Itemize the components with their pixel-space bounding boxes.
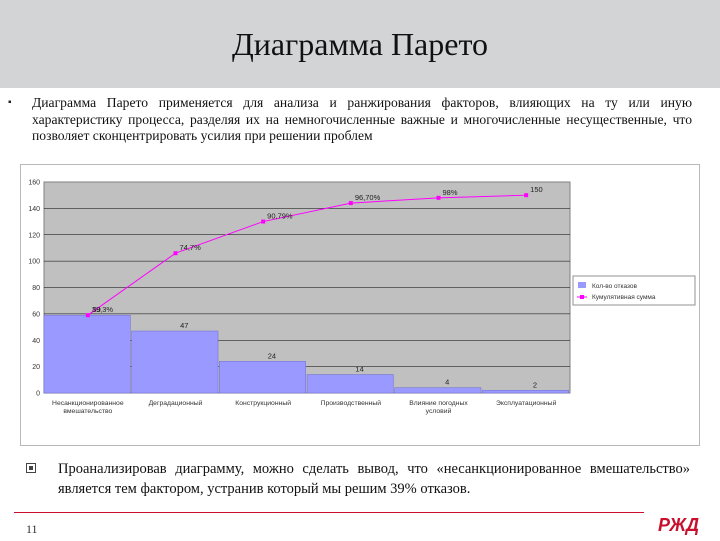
cumulative-series: 39,3% 74,7% 90,79% 96,70% 98% 150 bbox=[85, 185, 543, 318]
cumulative-label: 96,70% bbox=[355, 193, 381, 202]
cumulative-point bbox=[261, 219, 266, 224]
bar-value-label: 14 bbox=[355, 365, 363, 374]
logo-text: РЖД bbox=[658, 515, 699, 535]
footer-divider bbox=[14, 512, 644, 513]
x-tick-label: Эксплуатационный bbox=[496, 399, 557, 407]
cumulative-point bbox=[173, 251, 178, 256]
cumulative-point bbox=[524, 193, 529, 198]
y-tick-label: 0 bbox=[36, 391, 40, 398]
bar bbox=[306, 374, 394, 394]
y-tick-label: 20 bbox=[32, 364, 40, 371]
bar-labels: 59 47 24 14 4 2 bbox=[92, 305, 537, 389]
y-tick-label: 60 bbox=[32, 311, 40, 318]
bar-value-label: 4 bbox=[445, 378, 449, 387]
intro-bullet: ▪ bbox=[8, 97, 12, 108]
y-tick-label: 40 bbox=[32, 338, 40, 345]
cumulative-label: 98% bbox=[443, 188, 458, 197]
bar-value-label: 24 bbox=[268, 351, 276, 360]
x-tick-label: условий bbox=[426, 407, 452, 415]
x-tick-label: Конструкционный bbox=[235, 399, 291, 407]
x-tick-label: Несанкционированное bbox=[52, 400, 124, 407]
intro-paragraph: Диаграмма Парето применяется для анализа… bbox=[32, 95, 692, 143]
y-tick-label: 80 bbox=[32, 285, 40, 292]
cumulative-label: 74,7% bbox=[180, 243, 202, 252]
legend-line-label: Кумулятивная сумма bbox=[592, 294, 656, 301]
rzd-logo-icon: РЖД bbox=[656, 512, 712, 541]
cumulative-label: 39,3% bbox=[92, 305, 114, 314]
logo-svg: РЖД bbox=[658, 515, 699, 535]
cumulative-line bbox=[87, 194, 527, 316]
legend: Кол-во отказов Кумулятивная сумма bbox=[572, 275, 696, 306]
x-tick-label: вмешательство bbox=[63, 408, 112, 415]
y-tick-label: 120 bbox=[28, 232, 40, 239]
bar bbox=[43, 314, 131, 394]
legend-bar-swatch bbox=[578, 282, 586, 288]
cumulative-point bbox=[348, 201, 353, 206]
page-number: 11 bbox=[26, 522, 38, 536]
cumulative-label: 150 bbox=[530, 185, 543, 194]
conclusion-paragraph: Проанализировав диаграмму, можно сделать… bbox=[58, 461, 690, 497]
y-tick-label: 160 bbox=[28, 180, 40, 187]
bar-value-label: 47 bbox=[180, 321, 188, 330]
legend-box bbox=[572, 275, 696, 306]
cumulative-label: 90,79% bbox=[267, 212, 293, 221]
x-tick-label: Производственный bbox=[321, 399, 382, 407]
bar-value-label: 59 bbox=[92, 305, 100, 314]
bar bbox=[482, 390, 569, 394]
legend-line-marker bbox=[580, 295, 584, 299]
slide-title: Диаграмма Парето bbox=[231, 26, 489, 62]
cumulative-point bbox=[85, 313, 90, 318]
pareto-chart: 0 20 40 60 80 100 120 140 160 59 47 24 14 4 2 39,3% 74… bbox=[20, 164, 700, 446]
legend-bar-label: Кол-во отказов bbox=[592, 283, 638, 290]
bar bbox=[219, 361, 306, 394]
x-tick-label: Влияние погодных bbox=[409, 400, 468, 407]
pareto-chart-svg: 0 20 40 60 80 100 120 140 160 59 47 24 14 4 2 39,3% 74… bbox=[20, 164, 700, 446]
bar bbox=[131, 330, 219, 394]
y-axis-ticks: 0 20 40 60 80 100 120 140 160 bbox=[28, 180, 40, 398]
bar-value-label: 2 bbox=[533, 380, 537, 389]
conclusion-bullet-icon bbox=[26, 463, 36, 473]
y-tick-label: 100 bbox=[28, 259, 40, 266]
x-tick-label: Деградационный bbox=[149, 399, 203, 407]
cumulative-point bbox=[436, 195, 441, 200]
y-tick-label: 140 bbox=[28, 206, 40, 213]
title-band bbox=[0, 0, 720, 88]
bar-series bbox=[43, 314, 569, 394]
bar bbox=[394, 387, 482, 394]
